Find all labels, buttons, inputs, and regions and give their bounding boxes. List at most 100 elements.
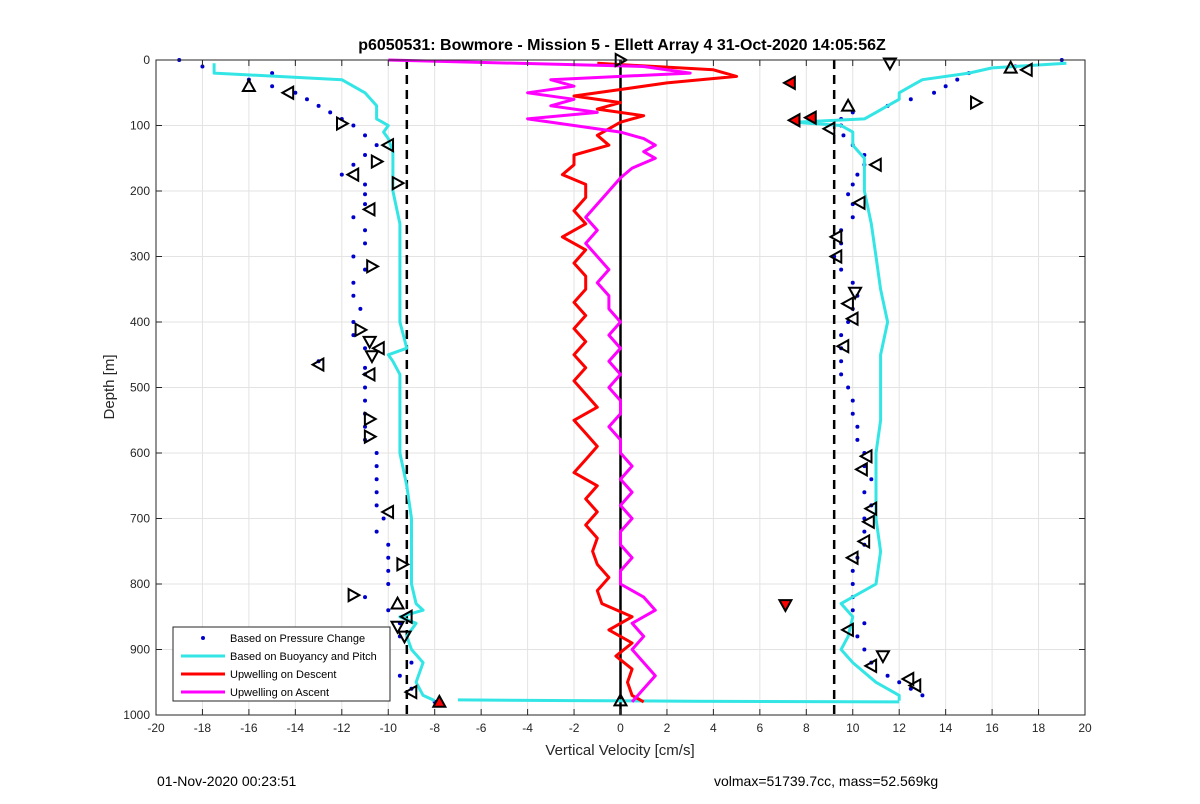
marker-down-triangle <box>396 630 413 645</box>
x-tick-label: -8 <box>429 721 440 735</box>
data-point <box>943 84 948 89</box>
data-point <box>358 306 363 311</box>
data-point <box>841 133 846 138</box>
y-tick-label: 500 <box>130 381 150 395</box>
marker-left-triangle <box>781 75 796 91</box>
data-point <box>862 490 867 495</box>
x-axis-label: Vertical Velocity [cm/s] <box>545 742 694 759</box>
data-point <box>351 162 356 167</box>
data-point <box>850 608 855 613</box>
y-tick-label: 900 <box>130 643 150 657</box>
marker-left-triangle <box>828 229 843 245</box>
data-point <box>363 346 368 351</box>
data-point <box>869 477 874 482</box>
x-tick-label: 12 <box>893 721 907 735</box>
series-line <box>457 698 900 704</box>
y-tick-label: 700 <box>130 512 150 526</box>
data-point <box>374 490 379 495</box>
data-point <box>855 172 860 177</box>
marker-right-triangle <box>363 428 378 445</box>
data-point <box>846 192 851 197</box>
series-line <box>388 58 692 703</box>
marker-down-triangle <box>847 286 863 301</box>
data-point <box>855 634 860 639</box>
data-point <box>855 437 860 442</box>
marker-left-triangle <box>863 500 878 517</box>
x-tick-label: 14 <box>939 721 953 735</box>
marker-left-triangle <box>835 338 850 354</box>
series-upwelling-on-ascent <box>388 58 692 703</box>
x-tick-label: -12 <box>333 721 351 735</box>
reference-lines <box>405 60 836 715</box>
marker-down-triangle <box>364 350 380 365</box>
x-tick-label: -16 <box>240 721 258 735</box>
data-point <box>293 90 298 95</box>
marker-right-triangle <box>336 115 350 132</box>
marker-left-triangle <box>786 112 801 128</box>
data-point <box>862 621 867 626</box>
marker-up-triangle <box>1002 59 1019 74</box>
data-point <box>885 673 890 678</box>
marker-left-triangle <box>380 137 395 153</box>
legend-label: Based on Buoyancy and Pitch <box>230 651 377 663</box>
x-tick-label: 20 <box>1078 721 1092 735</box>
x-tick-label: -10 <box>380 721 398 735</box>
data-point <box>200 64 205 69</box>
chart-title: p6050531: Bowmore - Mission 5 - Ellett A… <box>358 37 886 54</box>
marker-right-triangle <box>366 258 381 275</box>
data-point <box>397 673 402 678</box>
data-point <box>955 77 960 82</box>
data-point <box>351 123 356 128</box>
data-point <box>409 660 414 665</box>
data-point <box>363 192 368 197</box>
marker-right-triangle <box>354 322 369 338</box>
series-line <box>560 61 739 704</box>
x-tick-label: -2 <box>569 721 580 735</box>
data-point <box>862 529 867 534</box>
marker-down-triangle <box>777 599 794 614</box>
data-point <box>351 280 356 285</box>
y-tick-label: 200 <box>130 184 150 198</box>
marker-left-triangle <box>856 533 871 550</box>
y-tick-label: 600 <box>130 446 150 460</box>
data-point <box>381 516 386 521</box>
marker-left-triangle <box>802 109 817 126</box>
marker-up-triangle <box>612 692 629 707</box>
data-point <box>363 595 368 600</box>
data-point <box>374 143 379 148</box>
x-tick-label: 18 <box>1032 721 1046 735</box>
marker-right-triangle <box>970 94 984 111</box>
data-point <box>897 680 902 685</box>
data-point <box>316 103 321 108</box>
marker-right-triangle <box>370 153 385 170</box>
data-point <box>839 267 844 272</box>
data-point <box>839 372 844 377</box>
x-tick-label: 0 <box>617 721 624 735</box>
legend-swatch <box>201 636 205 640</box>
footer-timestamp: 01-Nov-2020 00:23:51 <box>157 773 297 789</box>
marker-down-triangle <box>361 335 378 350</box>
x-tick-label: 2 <box>664 721 671 735</box>
data-point <box>374 529 379 534</box>
data-point <box>850 582 855 586</box>
legend-box <box>172 626 391 702</box>
data-point <box>386 555 391 560</box>
footer-volmax-mass: volmax=51739.7cc, mass=52.569kg <box>714 773 939 789</box>
data-point <box>363 133 368 138</box>
legend-item: Based on Pressure Change <box>201 633 365 645</box>
data-point <box>850 280 855 285</box>
x-tick-label: 8 <box>803 721 810 735</box>
data-point <box>363 365 368 370</box>
data-point <box>351 293 356 298</box>
x-tick-label: -20 <box>147 721 165 735</box>
y-tick-label: 800 <box>130 577 150 591</box>
marker-left-triangle <box>380 504 395 520</box>
marker-up-triangle <box>431 693 448 708</box>
y-tick-label: 100 <box>130 119 150 133</box>
marker-left-triangle <box>345 166 360 183</box>
marker-up-triangle <box>389 595 406 610</box>
data-point <box>386 582 391 586</box>
marker-left-triangle <box>907 677 922 694</box>
data-point <box>363 267 368 272</box>
marker-right-triangle <box>391 175 406 191</box>
